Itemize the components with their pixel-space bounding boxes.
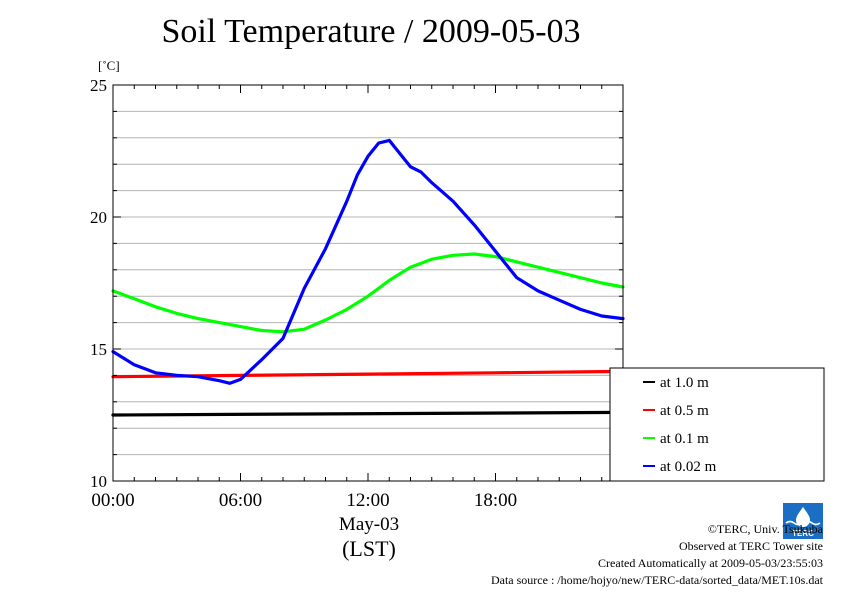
chart-title: Soil Temperature / 2009-05-03 (161, 13, 581, 50)
series-layer (111, 138, 625, 417)
legend-label: at 0.1 m (660, 431, 709, 447)
wave-icon (785, 520, 803, 526)
created-at-text: Created Automatically at 2009-05-03/23:5… (598, 556, 823, 570)
wave-icon (803, 520, 821, 526)
y-unit-label: [˚C] (98, 58, 120, 73)
series-line (111, 410, 625, 417)
legend-label: at 0.5 m (660, 403, 709, 419)
x-tick-label: 12:00 (346, 490, 389, 511)
series-line (111, 138, 625, 385)
y-tick-label: 15 (90, 340, 107, 359)
observed-at-text: Observed at TERC Tower site (678, 539, 823, 553)
y-tick-label: 20 (90, 208, 107, 227)
data-source-text: Data source : /home/hojyo/new/TERC-data/… (490, 573, 823, 587)
legend-box (609, 367, 825, 482)
terc-logo: TERC (783, 503, 823, 539)
y-tick-label: 25 (90, 76, 107, 95)
y-tick-label: 10 (90, 472, 107, 491)
plot-frame (112, 84, 624, 482)
copyright-text: ©TERC, Univ. Tsukuba (707, 522, 823, 536)
legend-label: at 0.02 m (660, 459, 717, 475)
grid-lines (113, 110, 623, 456)
legend-label: at 1.0 m (660, 375, 709, 391)
x-axis-label: (LST) (342, 536, 396, 561)
x-tick-label: 00:00 (91, 490, 134, 511)
date-label: May-03 (339, 514, 399, 535)
x-tick-label: 06:00 (219, 490, 262, 511)
axis-ticks (112, 84, 624, 482)
legend: at 1.0 m at 0.5 m at 0.1 m at 0.02 m (609, 367, 825, 482)
series-line (111, 252, 625, 334)
logo-text: TERC (792, 529, 814, 538)
x-tick-label: 18:00 (474, 490, 517, 511)
axis-tick-labels: 10 15 20 25 00:00 06:00 12:00 18:00 (90, 76, 517, 511)
